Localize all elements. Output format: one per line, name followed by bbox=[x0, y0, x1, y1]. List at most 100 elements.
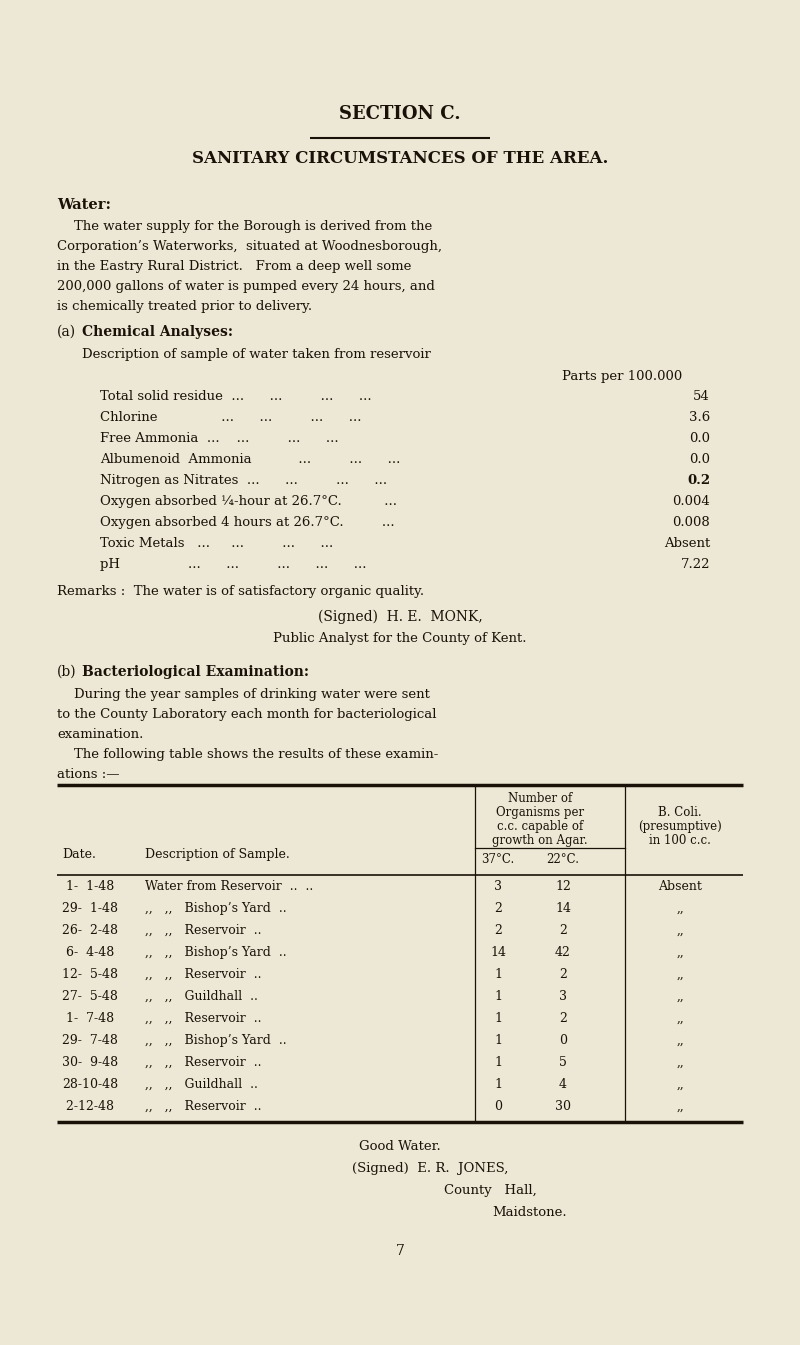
Text: ,,: ,, bbox=[676, 946, 684, 959]
Text: Free Ammonia  ...    ...         ...      ...: Free Ammonia ... ... ... ... bbox=[100, 432, 347, 445]
Text: During the year samples of drinking water were sent: During the year samples of drinking wate… bbox=[57, 689, 430, 701]
Text: Parts per 100.000: Parts per 100.000 bbox=[562, 370, 682, 383]
Text: SECTION C.: SECTION C. bbox=[339, 105, 461, 122]
Text: 26-  2-48: 26- 2-48 bbox=[62, 924, 118, 937]
Text: County   Hall,: County Hall, bbox=[444, 1184, 536, 1197]
Text: The following table shows the results of these examin-: The following table shows the results of… bbox=[57, 748, 438, 761]
Text: 1: 1 bbox=[494, 1056, 502, 1069]
Text: Maidstone.: Maidstone. bbox=[493, 1206, 567, 1219]
Text: 54: 54 bbox=[694, 390, 710, 403]
Text: 1: 1 bbox=[494, 1077, 502, 1091]
Text: 0: 0 bbox=[494, 1100, 502, 1114]
Text: 0.0: 0.0 bbox=[689, 432, 710, 445]
Text: ,,: ,, bbox=[676, 990, 684, 1003]
Text: ,,   ,,   Bishop’s Yard  ..: ,, ,, Bishop’s Yard .. bbox=[145, 946, 286, 959]
Text: ations :—: ations :— bbox=[57, 768, 119, 781]
Text: Chlorine               ...      ...         ...      ...: Chlorine ... ... ... ... bbox=[100, 412, 370, 424]
Text: Oxygen absorbed 4 hours at 26.7°C.         ...: Oxygen absorbed 4 hours at 26.7°C. ... bbox=[100, 516, 403, 529]
Text: ,,: ,, bbox=[676, 924, 684, 937]
Text: (b): (b) bbox=[57, 664, 77, 679]
Text: Oxygen absorbed ¼-hour at 26.7°C.          ...: Oxygen absorbed ¼-hour at 26.7°C. ... bbox=[100, 495, 406, 508]
Text: Bacteriological Examination:: Bacteriological Examination: bbox=[82, 664, 309, 679]
Text: 0.0: 0.0 bbox=[689, 453, 710, 465]
Text: 4: 4 bbox=[559, 1077, 567, 1091]
Text: B. Coli.: B. Coli. bbox=[658, 806, 702, 819]
Text: pH                ...      ...         ...      ...      ...: pH ... ... ... ... ... bbox=[100, 558, 375, 572]
Text: examination.: examination. bbox=[57, 728, 143, 741]
Text: Good Water.: Good Water. bbox=[359, 1141, 441, 1153]
Text: 28-10-48: 28-10-48 bbox=[62, 1077, 118, 1091]
Text: ,,   ,,   Guildhall  ..: ,, ,, Guildhall .. bbox=[145, 1077, 258, 1091]
Text: is chemically treated prior to delivery.: is chemically treated prior to delivery. bbox=[57, 300, 312, 313]
Text: Absent: Absent bbox=[664, 537, 710, 550]
Text: 1: 1 bbox=[494, 968, 502, 981]
Text: 1-  7-48: 1- 7-48 bbox=[62, 1011, 114, 1025]
Text: 0.2: 0.2 bbox=[687, 473, 710, 487]
Text: ,,   ,,   Bishop’s Yard  ..: ,, ,, Bishop’s Yard .. bbox=[145, 1034, 286, 1046]
Text: to the County Laboratory each month for bacteriological: to the County Laboratory each month for … bbox=[57, 707, 437, 721]
Text: 1: 1 bbox=[494, 1034, 502, 1046]
Text: Description of Sample.: Description of Sample. bbox=[145, 847, 290, 861]
Text: 1: 1 bbox=[494, 1011, 502, 1025]
Text: 29-  7-48: 29- 7-48 bbox=[62, 1034, 118, 1046]
Text: 29-  1-48: 29- 1-48 bbox=[62, 902, 118, 915]
Text: 27-  5-48: 27- 5-48 bbox=[62, 990, 118, 1003]
Text: Total solid residue  ...      ...         ...      ...: Total solid residue ... ... ... ... bbox=[100, 390, 380, 403]
Text: 200,000 gallons of water is pumped every 24 hours, and: 200,000 gallons of water is pumped every… bbox=[57, 280, 435, 293]
Text: ,,: ,, bbox=[676, 1056, 684, 1069]
Text: 7.22: 7.22 bbox=[681, 558, 710, 572]
Text: (a): (a) bbox=[57, 325, 76, 339]
Text: Nitrogen as Nitrates  ...      ...         ...      ...: Nitrogen as Nitrates ... ... ... ... bbox=[100, 473, 396, 487]
Text: 7: 7 bbox=[395, 1244, 405, 1258]
Text: Public Analyst for the County of Kent.: Public Analyst for the County of Kent. bbox=[274, 632, 526, 646]
Text: ,,: ,, bbox=[676, 902, 684, 915]
Text: 3: 3 bbox=[494, 880, 502, 893]
Text: in the Eastry Rural District.   From a deep well some: in the Eastry Rural District. From a dee… bbox=[57, 260, 411, 273]
Text: (Signed)  H. E.  MONK,: (Signed) H. E. MONK, bbox=[318, 611, 482, 624]
Text: 2: 2 bbox=[559, 1011, 567, 1025]
Text: 0: 0 bbox=[559, 1034, 567, 1046]
Text: 2: 2 bbox=[559, 968, 567, 981]
Text: ,,   ,,   Reservoir  ..: ,, ,, Reservoir .. bbox=[145, 924, 262, 937]
Text: Albumenoid  Ammonia           ...         ...      ...: Albumenoid Ammonia ... ... ... bbox=[100, 453, 409, 465]
Text: Corporation’s Waterworks,  situated at Woodnesborough,: Corporation’s Waterworks, situated at Wo… bbox=[57, 239, 442, 253]
Text: 30-  9-48: 30- 9-48 bbox=[62, 1056, 118, 1069]
Text: 0.004: 0.004 bbox=[672, 495, 710, 508]
Text: 2: 2 bbox=[559, 924, 567, 937]
Text: ,,: ,, bbox=[676, 968, 684, 981]
Text: ,,: ,, bbox=[676, 1011, 684, 1025]
Text: ,,: ,, bbox=[676, 1077, 684, 1091]
Text: 12: 12 bbox=[555, 880, 571, 893]
Text: ,,   ,,   Guildhall  ..: ,, ,, Guildhall .. bbox=[145, 990, 258, 1003]
Text: c.c. capable of: c.c. capable of bbox=[497, 820, 583, 833]
Text: ,,   ,,   Reservoir  ..: ,, ,, Reservoir .. bbox=[145, 968, 262, 981]
Text: Date.: Date. bbox=[62, 847, 96, 861]
Text: 0.008: 0.008 bbox=[672, 516, 710, 529]
Text: The water supply for the Borough is derived from the: The water supply for the Borough is deri… bbox=[57, 221, 432, 233]
Text: 6-  4-48: 6- 4-48 bbox=[62, 946, 114, 959]
Text: 37°C.: 37°C. bbox=[482, 853, 514, 866]
Text: (presumptive): (presumptive) bbox=[638, 820, 722, 833]
Text: 1: 1 bbox=[494, 990, 502, 1003]
Text: ,,   ,,   Reservoir  ..: ,, ,, Reservoir .. bbox=[145, 1100, 262, 1114]
Text: in 100 c.c.: in 100 c.c. bbox=[649, 834, 711, 847]
Text: 42: 42 bbox=[555, 946, 571, 959]
Text: Number of: Number of bbox=[508, 792, 572, 806]
Text: Absent: Absent bbox=[658, 880, 702, 893]
Text: SANITARY CIRCUMSTANCES OF THE AREA.: SANITARY CIRCUMSTANCES OF THE AREA. bbox=[192, 151, 608, 167]
Text: 5: 5 bbox=[559, 1056, 567, 1069]
Text: Water from Reservoir  ..  ..: Water from Reservoir .. .. bbox=[145, 880, 314, 893]
Text: 1-  1-48: 1- 1-48 bbox=[62, 880, 114, 893]
Text: Chemical Analyses:: Chemical Analyses: bbox=[82, 325, 233, 339]
Text: Toxic Metals   ...     ...         ...      ...: Toxic Metals ... ... ... ... bbox=[100, 537, 342, 550]
Text: ,,   ,,   Reservoir  ..: ,, ,, Reservoir .. bbox=[145, 1011, 262, 1025]
Text: Remarks :  The water is of satisfactory organic quality.: Remarks : The water is of satisfactory o… bbox=[57, 585, 424, 599]
Text: 14: 14 bbox=[555, 902, 571, 915]
Text: 3: 3 bbox=[559, 990, 567, 1003]
Text: 2: 2 bbox=[494, 924, 502, 937]
Text: Organisms per: Organisms per bbox=[496, 806, 584, 819]
Text: Water:: Water: bbox=[57, 198, 111, 213]
Text: 22°C.: 22°C. bbox=[546, 853, 579, 866]
Text: growth on Agar.: growth on Agar. bbox=[492, 834, 588, 847]
Text: (Signed)  E. R.  JONES,: (Signed) E. R. JONES, bbox=[352, 1162, 508, 1176]
